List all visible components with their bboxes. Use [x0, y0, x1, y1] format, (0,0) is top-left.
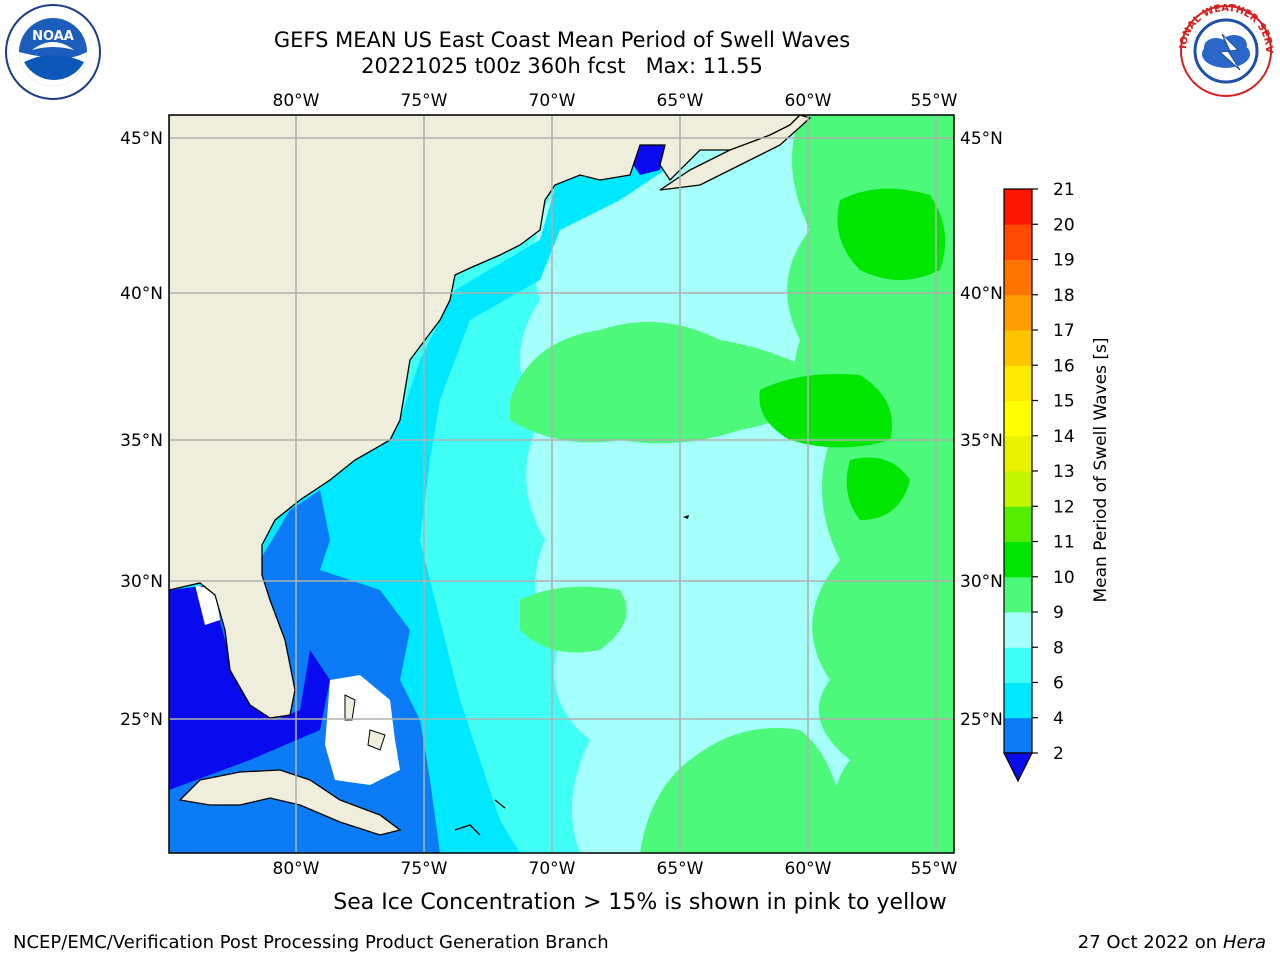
lon-label-bottom: 75°W: [401, 859, 448, 879]
noaa-logo-icon: NOAA: [5, 4, 101, 100]
colorbar-segment: [1004, 330, 1032, 366]
colorbar-tick-label: 19: [1053, 251, 1075, 271]
chart-subtitle: 20221025 t00z 360h fcst Max: 11.55: [361, 54, 763, 78]
footer-credit: NCEP/EMC/Verification Post Processing Pr…: [13, 932, 609, 953]
colorbar-segment: [1004, 576, 1032, 613]
ocean-band-9-10-southeast: [640, 728, 850, 853]
lat-label-right: 30°N: [960, 572, 1003, 592]
colorbar-segment: [1004, 224, 1032, 260]
lon-label-bottom: 55°W: [911, 859, 958, 879]
lat-label-left: 30°N: [120, 572, 163, 592]
colorbar-segment: [1004, 506, 1032, 542]
colorbar-tick-label: 17: [1053, 321, 1075, 341]
colorbar: 2 4 6 8 9 10 11 12 13 14 15 16 17 18 19 20 21: [1003, 180, 1075, 783]
ocean-band-under-2: [169, 585, 330, 790]
map-frame: [168, 114, 955, 854]
colorbar-tick-label: 6: [1053, 674, 1064, 694]
lat-label-left: 35°N: [120, 431, 163, 451]
ocean-band-10-11-north: [837, 188, 946, 280]
lat-label-right: 40°N: [960, 284, 1003, 304]
colorbar-label: Mean Period of Swell Waves [s]: [1091, 338, 1111, 603]
lon-label-top: 60°W: [785, 91, 832, 111]
land-north-america: [169, 115, 801, 719]
colorbar-segment: [1004, 435, 1032, 472]
colorbar-segment: [1004, 717, 1032, 754]
land-nova-scotia: [659, 115, 812, 191]
colorbar-tick-label: 9: [1053, 603, 1064, 623]
lon-label-bottom: 80°W: [273, 859, 320, 879]
land-bahamas-islands: [344, 694, 386, 751]
lon-label-bottom: 60°W: [785, 859, 832, 879]
lon-label-top: 80°W: [273, 91, 320, 111]
ocean-missing-gulf: [195, 585, 220, 625]
colorbar-tick-label: 2: [1053, 744, 1064, 764]
colorbar-tick-label: 12: [1053, 497, 1075, 517]
ocean-band-10-11-mid: [759, 374, 892, 448]
graticule: [169, 115, 954, 853]
colorbar-tick-label: 10: [1053, 568, 1075, 588]
lat-label-left: 40°N: [120, 284, 163, 304]
colorbar-segment: [1004, 612, 1032, 648]
colorbar-under-arrow: [1003, 752, 1033, 783]
lat-label-left: 25°N: [120, 710, 163, 730]
colorbar-segment: [1004, 471, 1032, 507]
lon-label-bottom: 70°W: [529, 859, 576, 879]
land-bermuda: [683, 515, 689, 519]
colorbar-segment: [1004, 400, 1032, 437]
colorbar-segment: [1004, 682, 1032, 719]
colorbar-tick-label: 4: [1053, 709, 1064, 729]
lon-label-top: 75°W: [401, 91, 448, 111]
footer-date: 27 Oct 2022 on Hera: [1078, 932, 1266, 953]
colorbar-segment: [1004, 647, 1032, 683]
land-cuba: [178, 769, 402, 836]
colorbar-segment: [1004, 189, 1032, 225]
national-weather-service-logo-icon: NATIONAL WEATHER SERVICE: [1176, 4, 1274, 97]
colorbar-segment: [1004, 259, 1032, 296]
ocean-band-9-10-south: [520, 586, 627, 653]
ocean-band-9-10-central: [510, 322, 830, 444]
colorbar-tick-label: 20: [1053, 215, 1075, 235]
sea-ice-caption: Sea Ice Concentration > 15% is shown in …: [333, 890, 947, 915]
footer-host: Hera: [1222, 932, 1266, 953]
colorbar-tick-label: 21: [1053, 180, 1075, 200]
colorbar-segment: [1004, 541, 1032, 578]
colorbar-segment: [1004, 294, 1032, 331]
lon-label-top: 55°W: [911, 91, 958, 111]
colorbar-tick-label: 13: [1053, 462, 1075, 482]
colorbar-tick-label: 11: [1053, 533, 1075, 553]
colorbar-tick-label: 18: [1053, 286, 1075, 306]
colorbar-segment: [1004, 365, 1032, 401]
lon-label-top: 65°W: [657, 91, 704, 111]
lat-label-right: 45°N: [960, 129, 1003, 149]
footer-date-text: 27 Oct 2022 on: [1077, 932, 1223, 953]
colorbar-tick-label: 8: [1053, 638, 1064, 658]
colorbar-tick-label: 14: [1053, 427, 1075, 447]
map-field: [169, 115, 954, 853]
lat-label-left: 45°N: [120, 129, 163, 149]
lat-label-right: 35°N: [960, 431, 1003, 451]
colorbar-tick-label: 16: [1053, 356, 1075, 376]
noaa-logo-text: NOAA: [32, 29, 74, 44]
chart-title: GEFS MEAN US East Coast Mean Period of S…: [273, 28, 851, 52]
ocean-missing-bahamas: [325, 675, 400, 785]
lat-label-right: 25°N: [960, 710, 1003, 730]
ocean-band-10-11-east: [846, 457, 910, 520]
lon-label-bottom: 65°W: [657, 859, 704, 879]
colorbar-tick-label: 15: [1053, 392, 1075, 412]
lon-label-top: 70°W: [529, 91, 576, 111]
land-hispaniola-edge: [454, 799, 506, 836]
